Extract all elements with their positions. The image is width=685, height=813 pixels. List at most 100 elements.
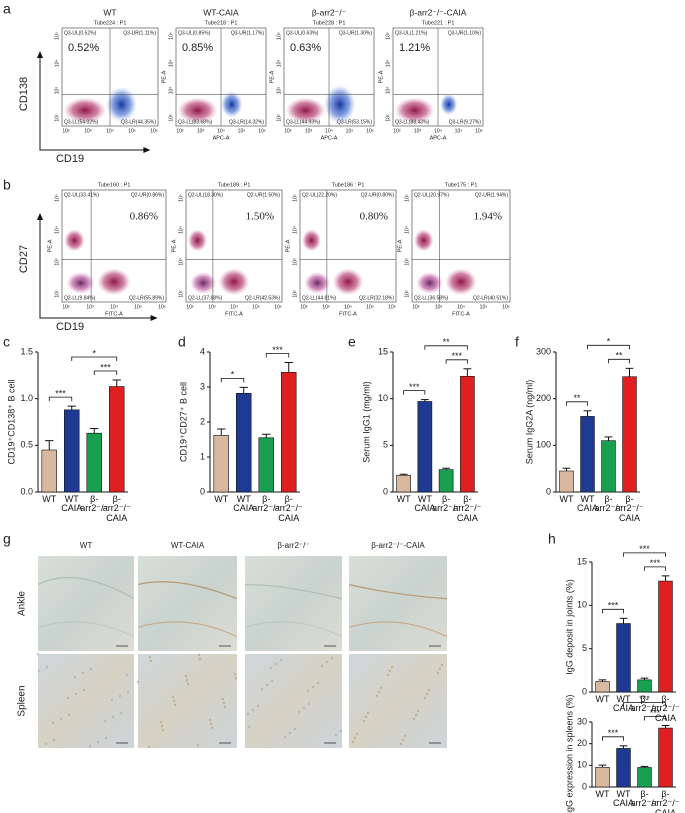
quadrant-label: Q2-LL(9.84%) [64, 295, 96, 301]
significance-label: *** [55, 389, 66, 399]
y-axis-label: CD19⁺CD138⁺ B cell [6, 379, 16, 464]
event-cloud [445, 268, 477, 296]
tissue-speck [414, 713, 418, 717]
event-cloud [303, 271, 331, 295]
highlight-percent: 0.86% [130, 211, 158, 223]
x-label-box: β-arr2⁻/⁻ CAIA [615, 495, 643, 521]
x-tick-label: 10⁵ [346, 128, 354, 134]
tissue-speck [403, 734, 407, 738]
quadrant-label: Q2-LR(42.53%) [245, 295, 280, 301]
error-bar [399, 473, 408, 476]
significance-bracket [445, 359, 468, 364]
y-tick-label: 10³ [276, 87, 282, 95]
x-tick-label: 10² [300, 304, 308, 310]
quadrant-label: Q2-UL(20.97%) [414, 192, 449, 198]
tissue-speck [293, 727, 297, 731]
y-tick-label: 10³ [292, 258, 298, 266]
y-tick-label: 1 [200, 451, 205, 461]
arrow-head [143, 147, 151, 153]
significance-bracket [566, 401, 588, 406]
axis-label: PE-A [161, 70, 167, 83]
tissue-speck [198, 657, 202, 661]
x-tick-label: 10² [62, 304, 70, 310]
y-tick-label: 10⁵ [292, 194, 298, 202]
error-bar [598, 764, 607, 768]
axis-title: CD19 [56, 153, 84, 165]
x-tick-label: 10⁶ [158, 304, 166, 310]
bar [622, 376, 637, 493]
x-label-box: β-arr2⁻/⁻ [432, 495, 461, 514]
sample-title: β-arr2⁻/⁻ [312, 7, 347, 17]
bar [64, 409, 80, 493]
y-tick-label: 10³ [404, 258, 410, 266]
error-bar [619, 745, 628, 749]
tissue-speck [353, 736, 357, 740]
tube-label: Tube160 : P1 [98, 182, 131, 188]
significance-label: *** [451, 351, 462, 361]
tissue-speck [379, 686, 383, 690]
tissue-contour [244, 621, 343, 638]
x-label-box: β-arr2⁻/⁻ [252, 495, 280, 513]
tissue-speck [412, 717, 416, 721]
significance-bracket [403, 390, 426, 395]
tissue-speck [111, 715, 115, 719]
tissue-speck [339, 729, 343, 733]
x-label-box: β-arr2⁻/⁻ CAIA [275, 495, 303, 521]
tissue-speck [311, 685, 315, 689]
y-tick-label: 10³ [385, 87, 391, 95]
tissue-speck [88, 744, 92, 748]
x-tick-label: 10⁵ [480, 304, 488, 310]
significance-bracket [623, 702, 666, 707]
error-bar [640, 677, 649, 680]
axis-label: FITC-A [105, 311, 123, 317]
significance-label: *** [100, 362, 111, 372]
quadrant-label: Q3-LR(44.35%) [121, 119, 156, 125]
y-tick-label: 10² [276, 114, 282, 122]
y-tick-label: 10² [54, 290, 60, 298]
error-bar [625, 367, 634, 377]
panel-letter: h [548, 531, 556, 547]
x-tick-label: 10⁴ [434, 128, 442, 134]
x-tick-label: 10⁴ [325, 128, 333, 134]
tissue-speck [334, 733, 338, 737]
bar [658, 727, 673, 788]
significance-bracket [220, 377, 245, 383]
tissue-speck [147, 745, 151, 749]
bar [559, 470, 574, 493]
error-bar [598, 679, 607, 682]
x-tick-label: WT CAIA [414, 495, 436, 514]
y-tick-label: 10² [404, 290, 410, 298]
significance-label: *** [608, 601, 619, 611]
tissue-speck [52, 738, 56, 742]
y-tick-label: 0 [200, 486, 205, 496]
tissue-speck [399, 742, 403, 746]
y-tick-label: 300 [536, 346, 551, 356]
significance-bracket [602, 736, 624, 741]
error-bar [661, 724, 670, 729]
quadrant-label: Q3-LL(54.02%) [64, 119, 99, 125]
tissue-speck [438, 667, 442, 671]
significance-bracket [644, 566, 666, 571]
tissue-speck [66, 696, 70, 700]
x-label-box: WT CAIA [613, 790, 634, 808]
x-tick-label: 10² [284, 128, 292, 134]
tissue-contour [348, 583, 448, 600]
event-cloud [66, 271, 96, 295]
tissue-speck [119, 711, 123, 715]
event-cloud [64, 229, 85, 252]
row-label: Spleen [17, 685, 28, 716]
y-tick-label: 15 [577, 556, 587, 566]
error-bar [262, 433, 271, 438]
significance-bracket [265, 353, 290, 358]
x-label-box: WT CAIA [233, 495, 254, 513]
tissue-speck [233, 672, 237, 676]
quadrant-label: Q3-UL(0.63%) [286, 30, 319, 36]
bar [616, 748, 631, 788]
y-tick-label: 10² [54, 114, 60, 122]
x-tick-label: β-arr2⁻/⁻ [432, 495, 461, 514]
tissue-speck [96, 740, 100, 744]
significance-bracket [608, 358, 630, 364]
event-cloud [285, 97, 326, 124]
event-cloud [106, 86, 137, 123]
tissue-speck [149, 659, 153, 663]
